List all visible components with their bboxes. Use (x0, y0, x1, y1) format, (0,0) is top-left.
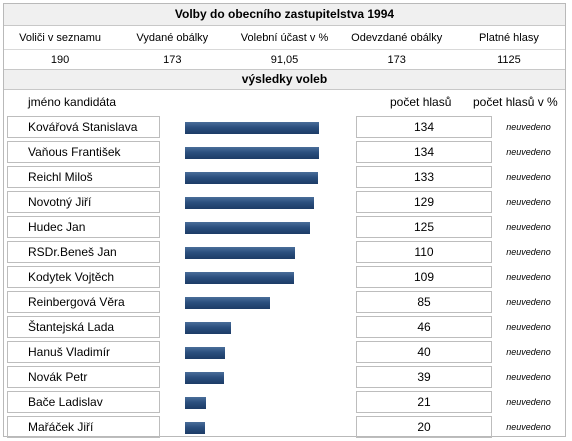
vote-bar (185, 197, 314, 209)
vote-bar (185, 122, 319, 134)
vote-count: 46 (356, 316, 492, 338)
vote-count: 134 (356, 116, 492, 138)
column-header-name: jméno kandidáta (28, 95, 117, 109)
vote-count: 40 (356, 341, 492, 363)
stat-value-valid: 1125 (497, 54, 521, 66)
vote-bar (185, 297, 270, 309)
vote-count: 133 (356, 166, 492, 188)
results-table: Volby do obecního zastupitelstva 1994 Vo… (3, 3, 566, 440)
vote-percent: neuvedeno (506, 322, 551, 332)
vote-percent: neuvedeno (506, 122, 551, 132)
vote-percent: neuvedeno (506, 272, 551, 282)
table-row: Reichl Miloš 133 neuvedeno (4, 165, 565, 190)
stat-value-voters: 190 (50, 54, 70, 66)
vote-count: 125 (356, 216, 492, 238)
vote-percent: neuvedeno (506, 222, 551, 232)
candidate-name: Novák Petr (7, 366, 160, 388)
stats-header-row: Voliči v seznamu Vydané obálky Volební ú… (4, 27, 565, 49)
candidate-name: Hanuš Vladimír (7, 341, 160, 363)
vote-count: 20 (356, 416, 492, 438)
candidate-name: Bače Ladislav (7, 391, 160, 413)
vote-bar (185, 422, 205, 434)
table-row: Reinbergová Věra 85 neuvedeno (4, 290, 565, 315)
table-row: Bače Ladislav 21 neuvedeno (4, 390, 565, 415)
vote-count: 109 (356, 266, 492, 288)
table-row: Štantejská Lada 46 neuvedeno (4, 315, 565, 340)
stat-value-turnout: 91,05 (270, 54, 299, 66)
vote-bar (185, 172, 318, 184)
vote-count: 129 (356, 191, 492, 213)
stat-header-issued: Vydané obálky (136, 32, 209, 44)
candidate-name: Reinbergová Věra (7, 291, 160, 313)
candidate-name: Kovářová Stanislava (7, 116, 160, 138)
vote-bar (185, 222, 310, 234)
candidate-name: Vaňous František (7, 141, 160, 163)
vote-percent: neuvedeno (506, 197, 551, 207)
page-title: Volby do obecního zastupitelstva 1994 (4, 4, 565, 26)
table-row: Vaňous František 134 neuvedeno (4, 140, 565, 165)
stats-value-row: 190 173 91,05 173 1125 (4, 49, 565, 69)
vote-bar (185, 372, 224, 384)
stat-header-voters: Voliči v seznamu (19, 32, 102, 44)
column-header-row: jméno kandidáta počet hlasů počet hlasů … (4, 90, 565, 115)
vote-count: 110 (356, 241, 492, 263)
vote-count: 21 (356, 391, 492, 413)
candidate-name: Mařáček Jiří (7, 416, 160, 438)
candidate-name: Kodytek Vojtěch (7, 266, 160, 288)
candidate-list: Kovářová Stanislava 134 neuvedeno Vaňous Fr… (4, 115, 565, 440)
vote-percent: neuvedeno (506, 372, 551, 382)
table-row: Hanuš Vladimír 40 neuvedeno (4, 340, 565, 365)
vote-percent: neuvedeno (506, 147, 551, 157)
stat-value-returned: 173 (387, 54, 406, 66)
table-row: RSDr.Beneš Jan 110 neuvedeno (4, 240, 565, 265)
vote-percent: neuvedeno (506, 172, 551, 182)
vote-percent: neuvedeno (506, 422, 551, 432)
candidate-name: Reichl Miloš (7, 166, 160, 188)
results-title: výsledky voleb (4, 69, 565, 90)
table-row: Kovářová Stanislava 134 neuvedeno (4, 115, 565, 140)
vote-count: 134 (356, 141, 492, 163)
vote-percent: neuvedeno (506, 297, 551, 307)
vote-bar (185, 272, 294, 284)
table-row: Novák Petr 39 neuvedeno (4, 365, 565, 390)
stat-value-issued: 173 (163, 54, 182, 66)
vote-count: 39 (356, 366, 492, 388)
vote-bar (185, 397, 206, 409)
vote-bar (185, 247, 295, 259)
table-row: Kodytek Vojtěch 109 neuvedeno (4, 265, 565, 290)
candidate-name: Hudec Jan (7, 216, 160, 238)
vote-percent: neuvedeno (506, 397, 551, 407)
vote-bar (185, 322, 231, 334)
column-header-votes: počet hlasů (390, 95, 452, 109)
column-header-pct: počet hlasů v % (473, 95, 558, 109)
stat-header-valid: Platné hlasy (478, 32, 539, 44)
vote-percent: neuvedeno (506, 247, 551, 257)
vote-bar (185, 147, 319, 159)
vote-bar (185, 347, 225, 359)
table-row: Hudec Jan 125 neuvedeno (4, 215, 565, 240)
candidate-name: Štantejská Lada (7, 316, 160, 338)
vote-percent: neuvedeno (506, 347, 551, 357)
candidate-name: RSDr.Beneš Jan (7, 241, 160, 263)
table-row: Mařáček Jiří 20 neuvedeno (4, 415, 565, 440)
candidate-name: Novotný Jiří (7, 191, 160, 213)
stat-header-returned: Odevzdané obálky (351, 32, 443, 44)
stat-header-turnout: Volební účast v % (240, 32, 329, 44)
vote-count: 85 (356, 291, 492, 313)
table-row: Novotný Jiří 129 neuvedeno (4, 190, 565, 215)
